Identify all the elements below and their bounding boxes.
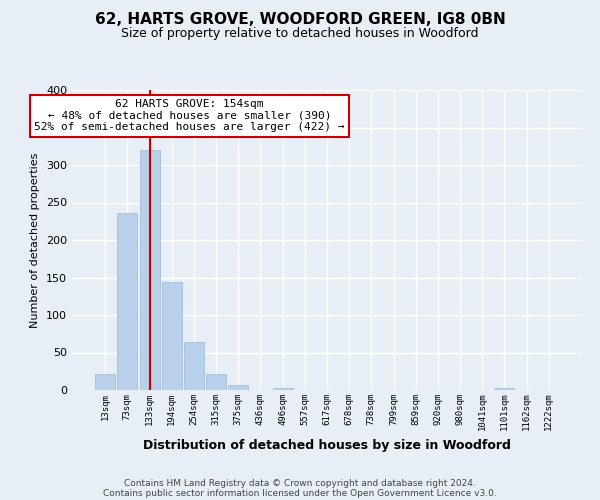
- Bar: [95, 374, 115, 390]
- Bar: [140, 150, 160, 390]
- Bar: [272, 388, 293, 390]
- Bar: [206, 374, 226, 390]
- Bar: [184, 342, 204, 390]
- Text: 62, HARTS GROVE, WOODFORD GREEN, IG8 0BN: 62, HARTS GROVE, WOODFORD GREEN, IG8 0BN: [95, 12, 505, 28]
- Bar: [162, 282, 182, 390]
- Text: Contains HM Land Registry data © Crown copyright and database right 2024.: Contains HM Land Registry data © Crown c…: [124, 478, 476, 488]
- Text: Size of property relative to detached houses in Woodford: Size of property relative to detached ho…: [121, 28, 479, 40]
- X-axis label: Distribution of detached houses by size in Woodford: Distribution of detached houses by size …: [143, 438, 511, 452]
- Text: 62 HARTS GROVE: 154sqm
← 48% of detached houses are smaller (390)
52% of semi-de: 62 HARTS GROVE: 154sqm ← 48% of detached…: [34, 99, 345, 132]
- Bar: [118, 213, 137, 390]
- Text: Contains public sector information licensed under the Open Government Licence v3: Contains public sector information licen…: [103, 488, 497, 498]
- Bar: [228, 385, 248, 390]
- Bar: [494, 388, 514, 390]
- Y-axis label: Number of detached properties: Number of detached properties: [31, 152, 40, 328]
